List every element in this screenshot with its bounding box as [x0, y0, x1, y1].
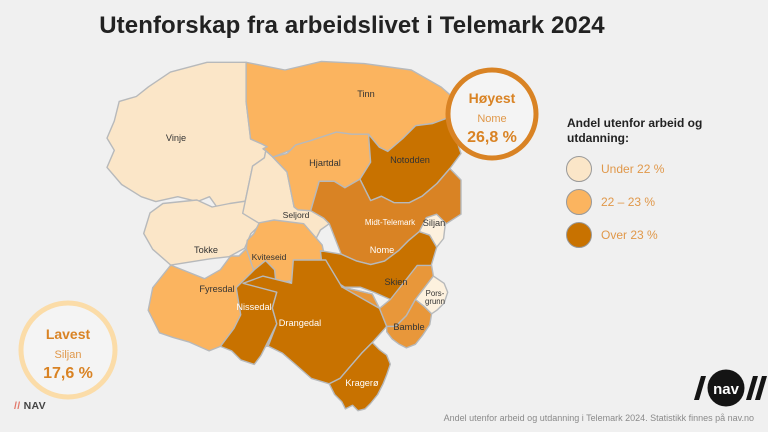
svg-text:Nome: Nome — [370, 245, 395, 255]
svg-text:Nissedal: Nissedal — [236, 302, 271, 312]
svg-text:Andel utenfor arbeid og: Andel utenfor arbeid og — [567, 116, 702, 130]
svg-text:26,8 %: 26,8 % — [467, 129, 517, 146]
svg-text:Tinn: Tinn — [357, 89, 375, 99]
svg-text:Fyresdal: Fyresdal — [199, 284, 234, 294]
svg-text:Høyest: Høyest — [469, 90, 516, 106]
svg-text:grunn: grunn — [425, 297, 445, 306]
svg-text:17,6 %: 17,6 % — [43, 365, 93, 382]
svg-text:22 – 23 %: 22 – 23 % — [601, 195, 655, 209]
svg-text:Hjartdal: Hjartdal — [309, 158, 341, 168]
svg-text:Drangedal: Drangedal — [279, 318, 321, 328]
svg-text:nav: nav — [713, 381, 740, 398]
svg-text:Bamble: Bamble — [393, 322, 424, 332]
svg-text:Vinje: Vinje — [166, 133, 186, 143]
svg-text:Over 23 %: Over 23 % — [601, 228, 658, 242]
svg-text:Lavest: Lavest — [46, 326, 91, 342]
svg-text:Siljan: Siljan — [423, 218, 445, 228]
svg-text:Kviteseid: Kviteseid — [252, 252, 287, 262]
svg-text:Tokke: Tokke — [194, 245, 218, 255]
svg-text:Kragerø: Kragerø — [345, 378, 379, 388]
svg-text:Notodden: Notodden — [390, 155, 430, 165]
svg-text:Midt-Telemark: Midt-Telemark — [365, 218, 416, 227]
svg-text:Siljan: Siljan — [55, 349, 82, 361]
svg-text:Skien: Skien — [385, 277, 408, 287]
svg-text:Under 22 %: Under 22 % — [601, 162, 665, 176]
svg-text:Seljord: Seljord — [283, 210, 310, 220]
svg-text:utdanning:: utdanning: — [567, 131, 629, 145]
svg-text:Nome: Nome — [477, 113, 506, 125]
